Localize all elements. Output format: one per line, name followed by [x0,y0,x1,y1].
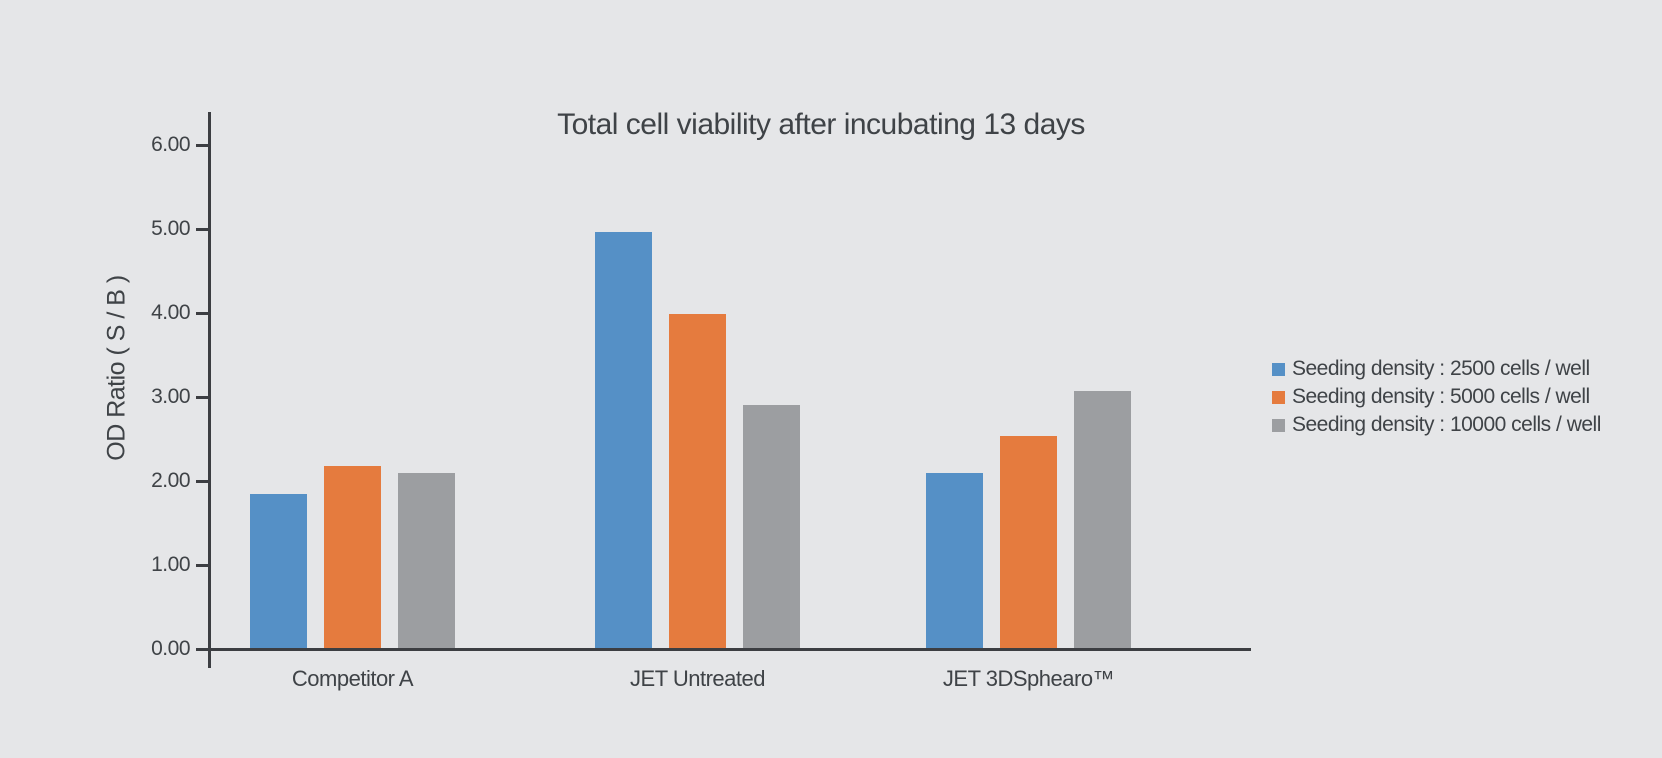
bar [926,473,983,648]
y-tick-mark [196,312,208,315]
y-tick-label: 6.00 [151,133,190,156]
y-tick-mark [196,144,208,147]
y-tick-mark [196,228,208,231]
legend: Seeding density : 2500 cells / well Seedi… [1272,355,1601,439]
y-tick-label: 3.00 [151,385,190,408]
y-tick-mark [196,480,208,483]
category-label: Competitor A [291,666,414,691]
legend-label: Seeding density : 10000 cells / well [1292,413,1601,436]
y-tick-mark [196,648,208,651]
bar [398,473,455,648]
y-tick-label: 2.00 [151,469,190,492]
bar [669,314,726,648]
bar [1000,436,1057,648]
y-tick-label: 5.00 [151,217,190,240]
bar [743,405,800,648]
y-tick-mark [196,564,208,567]
legend-label: Seeding density : 5000 cells / well [1292,385,1590,408]
chart-title: Total cell viability after incubating 13… [557,108,1085,141]
legend-label: Seeding density : 2500 cells / well [1292,357,1590,380]
bar [324,466,381,648]
y-tick-label: 1.00 [151,553,190,576]
bar [595,232,652,648]
bar [250,494,307,648]
legend-item: Seeding density : 5000 cells / well [1272,383,1601,411]
category-label: JET Untreated [630,666,765,691]
y-tick-label: 0.00 [151,637,190,660]
bar [1074,391,1131,648]
legend-swatch [1272,362,1285,376]
legend-item: Seeding density : 10000 cells / well [1272,411,1601,439]
y-tick-label: 4.00 [151,301,190,324]
y-tick-mark [196,396,208,399]
x-axis-line [208,648,1251,651]
legend-swatch [1272,418,1285,432]
category-label: JET 3DSphearo™ [942,666,1115,691]
y-axis-line [208,112,211,668]
legend-swatch [1272,390,1285,404]
legend-item: Seeding density : 2500 cells / well [1272,355,1601,383]
